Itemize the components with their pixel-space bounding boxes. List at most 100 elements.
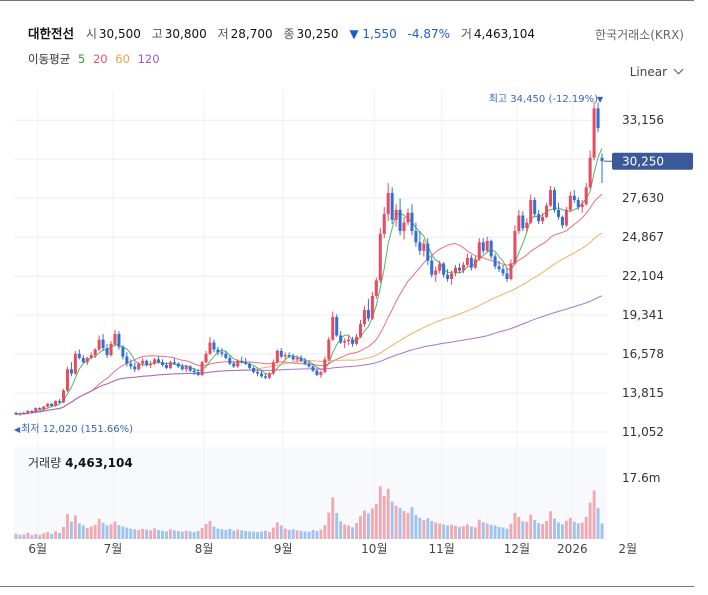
ma-period-60[interactable]: 60 — [115, 52, 130, 66]
volume-bar — [477, 519, 481, 539]
candle-body — [34, 408, 38, 413]
volume-bar — [101, 522, 105, 539]
candle-body — [275, 350, 279, 363]
volume-bar — [343, 524, 347, 539]
candle-body — [228, 357, 232, 364]
volume-bar — [462, 526, 465, 539]
volume-bar — [347, 525, 351, 539]
moving-average-title: 이동평균 — [28, 52, 71, 66]
scale-selector[interactable]: Linear — [630, 64, 684, 79]
candle-body — [168, 362, 172, 368]
candle-body — [430, 260, 434, 275]
max-price-annotation: 최고 34,450 (-12.19%) — [489, 93, 598, 105]
volume-bar — [505, 528, 509, 539]
candle-body — [572, 195, 576, 201]
candle-body — [497, 266, 501, 270]
candle-body — [509, 263, 513, 279]
volume-bar — [252, 531, 255, 539]
volume-bar — [26, 532, 30, 539]
volume-bar — [236, 529, 240, 539]
exchange-label: 한국거래소(KRX) — [595, 28, 684, 42]
volume-bar — [485, 523, 489, 539]
volume-bar — [125, 527, 129, 539]
volume-bar — [81, 525, 85, 539]
volume-value: 4,463,104 — [473, 27, 535, 41]
candle-body — [592, 108, 596, 158]
candle-body — [541, 216, 545, 222]
ma-20-line — [15, 193, 603, 415]
candle-body — [295, 357, 299, 360]
ma-period-20[interactable]: 20 — [92, 52, 108, 66]
volume-bar — [568, 517, 572, 539]
horizontal-gridlines — [14, 119, 607, 433]
volume-bar — [18, 534, 22, 539]
candle-body — [584, 187, 588, 205]
volume-bar — [109, 524, 113, 539]
x-tick-label: 2026 — [557, 542, 588, 556]
volume-bars — [14, 486, 604, 539]
volume-bar — [529, 514, 533, 539]
volume-bar — [62, 526, 65, 539]
volume-bar — [307, 531, 311, 539]
y-tick-label: 22,104 — [622, 269, 664, 283]
candle-body — [362, 310, 366, 325]
volume-bar — [188, 531, 192, 539]
moving-average-lines — [15, 148, 603, 415]
volume-bar — [311, 529, 315, 539]
candle-body — [54, 400, 58, 406]
volume-bar — [592, 490, 596, 539]
volume-bar — [180, 531, 184, 539]
candle-body — [50, 403, 54, 406]
candle-body — [307, 363, 311, 367]
volume-bar — [117, 525, 121, 539]
volume-bar — [248, 531, 252, 539]
min-price-annotation: 최저 12,020 (151.66%) — [21, 423, 133, 435]
candle-body — [315, 370, 319, 375]
candle-body — [485, 240, 489, 251]
volume-bar — [374, 503, 378, 539]
volume-bar — [390, 501, 394, 539]
volume-bar — [596, 507, 600, 539]
close-label: 종 — [283, 27, 295, 41]
ma-period-5[interactable]: 5 — [77, 52, 86, 66]
candle-body — [398, 209, 402, 232]
volume-bar — [454, 525, 457, 539]
candlesticks — [14, 101, 604, 416]
candle-body — [529, 200, 533, 223]
volume-bar — [50, 533, 54, 539]
volume-bar — [315, 531, 319, 539]
candle-body — [465, 257, 469, 265]
volume-bar — [291, 529, 295, 539]
candle-body — [184, 366, 188, 370]
candle-body — [259, 373, 263, 377]
volume-bar — [303, 531, 307, 539]
volume-bar — [378, 486, 382, 539]
candle-body — [442, 263, 446, 275]
candle-body — [331, 317, 335, 340]
candle-body — [406, 212, 410, 223]
candle-body — [438, 263, 442, 271]
candle-body — [58, 400, 62, 403]
ma-period-120[interactable]: 120 — [137, 52, 160, 66]
volume-bar — [66, 514, 69, 539]
volume-bar — [240, 530, 244, 539]
candle-body — [450, 273, 454, 279]
ma-5-line — [15, 148, 603, 415]
candle-body — [113, 334, 117, 344]
candle-body — [240, 360, 244, 363]
volume-bar — [141, 528, 145, 539]
volume-bar — [576, 523, 580, 539]
x-axis-labels: 6월 7월 8월 9월 10월 11월 12월 2026 2월 — [28, 542, 637, 556]
volume-bar — [165, 531, 168, 539]
candle-body — [200, 362, 204, 375]
volume-bar — [93, 524, 97, 539]
candle-body — [319, 372, 323, 375]
candle-body — [176, 363, 180, 367]
volume-bar — [541, 524, 545, 539]
volume-bar — [450, 524, 453, 539]
low-value: 28,700 — [230, 27, 273, 41]
volume-bar — [216, 528, 220, 539]
candle-body — [355, 336, 359, 344]
volume-bar — [260, 531, 263, 539]
